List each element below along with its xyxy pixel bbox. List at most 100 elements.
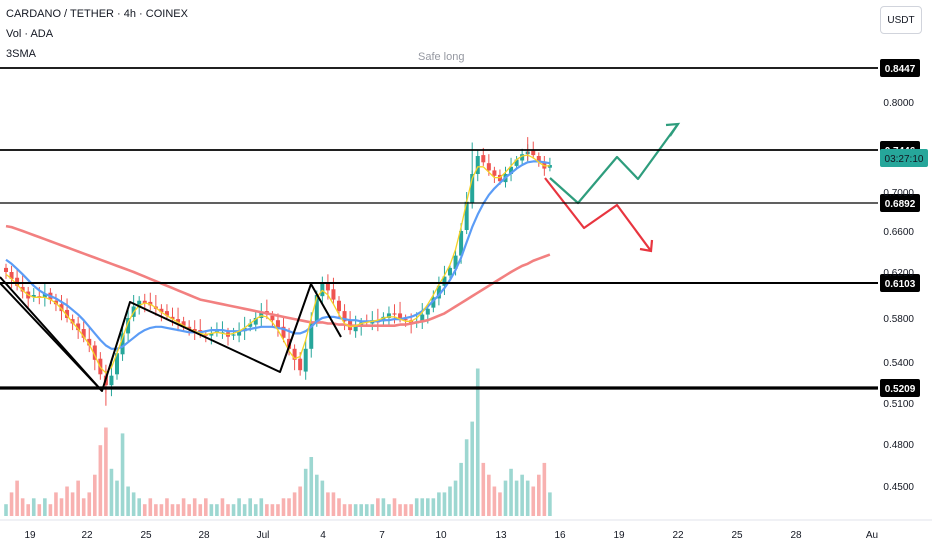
volume-bar [287, 498, 291, 516]
candle [436, 285, 441, 299]
candles [4, 137, 552, 406]
candle [520, 154, 525, 161]
bullish-arrowhead [665, 122, 681, 137]
volume-indicator-label[interactable]: Vol · ADA [6, 28, 54, 40]
volume-bar [337, 498, 341, 516]
volume-bar [9, 492, 14, 516]
volume-bar [403, 504, 408, 516]
volume-bar [487, 474, 491, 516]
x-tick-label: 28 [198, 530, 210, 541]
volume-bar [298, 486, 302, 516]
volume-bar [464, 439, 469, 516]
countdown-tag [880, 149, 928, 167]
volume-bar [481, 462, 486, 516]
y-tick-label: 0.5400 [883, 358, 914, 369]
candle [542, 161, 547, 169]
candle [309, 323, 314, 349]
axes: 19 22 25 28 Jul 4 7 10 13 16 19 22 25 28 Au 0.8000 0.700… [0, 98, 932, 541]
candle [164, 311, 169, 316]
volume-bar [242, 504, 247, 516]
volume-bar [54, 492, 58, 516]
candle [142, 300, 147, 304]
volume-bar [387, 504, 391, 516]
volume-bar [525, 480, 530, 516]
candle [176, 319, 181, 323]
volume-bar [520, 474, 524, 516]
volume-bar [475, 368, 480, 516]
volume-bar [542, 462, 547, 516]
volume-bar [192, 498, 197, 516]
volume-bar [181, 498, 186, 516]
volume-bar [76, 480, 80, 516]
sma-slow-line [5, 224, 551, 328]
volume-bar [26, 504, 30, 516]
volume-bar [170, 504, 175, 516]
volume-bar [65, 486, 69, 516]
volume-bar [531, 486, 536, 516]
volume-bar [148, 498, 153, 516]
x-tick-label: 16 [554, 530, 566, 541]
candle [509, 166, 514, 174]
volume-bar [392, 498, 397, 516]
level-price-tag [880, 274, 920, 292]
volume-bar [398, 504, 402, 516]
volume-bar [503, 480, 508, 516]
y-tick-label: 0.6200 [883, 268, 914, 279]
volume-bar [376, 498, 380, 516]
candle [248, 323, 253, 327]
volume-bar [492, 486, 497, 516]
volume-bar [209, 504, 214, 516]
volume-bar [426, 498, 430, 516]
x-tick-label: 4 [320, 530, 326, 541]
bullish-projection-arrow [549, 123, 679, 205]
candle [464, 201, 469, 231]
volume-bar [315, 474, 319, 516]
candle [331, 289, 336, 300]
currency-button[interactable]: USDT [880, 6, 922, 34]
y-tick-label: 0.6600 [883, 227, 914, 238]
volume-bar [459, 462, 463, 516]
chart-title: CARDANO / TETHER · 4h · COINEX [6, 8, 188, 20]
volume-bar [131, 492, 136, 516]
volume-bar [104, 427, 108, 516]
candle [425, 308, 430, 315]
candle [159, 308, 164, 313]
volume-bar [548, 492, 552, 516]
volume-bar [115, 480, 119, 516]
volume-bar [276, 504, 280, 516]
volume-bar [70, 492, 75, 516]
candle [209, 333, 214, 336]
candle [431, 297, 436, 308]
candle [231, 334, 236, 336]
volume-bars [4, 368, 552, 516]
volume-bar [353, 504, 358, 516]
volume-bar [204, 498, 208, 516]
x-tick-label: 10 [435, 530, 447, 541]
volume-bar [359, 504, 363, 516]
x-tick-label: Jul [257, 530, 270, 541]
level-price-label: 0.5209 [885, 384, 916, 395]
volume-bar [370, 504, 375, 516]
candle [81, 329, 86, 338]
candle [59, 304, 64, 312]
level-price-tag [880, 379, 920, 397]
volume-bar [448, 486, 452, 516]
candle [275, 320, 280, 328]
x-tick-label: 19 [613, 530, 625, 541]
volume-bar [109, 468, 114, 516]
candle [20, 286, 25, 292]
volume-bar [498, 492, 502, 516]
volume-bar [437, 492, 441, 516]
sma-indicator-label[interactable]: 3SMA [6, 48, 36, 60]
level-price-label: 0.6103 [885, 279, 916, 290]
x-tick-label: Au [866, 530, 878, 541]
candle [531, 150, 536, 156]
volume-bar [342, 504, 347, 516]
volume-bar [31, 498, 36, 516]
candle [337, 300, 341, 312]
candle [120, 333, 125, 355]
volume-bar [265, 504, 269, 516]
volume-bar [120, 433, 125, 516]
